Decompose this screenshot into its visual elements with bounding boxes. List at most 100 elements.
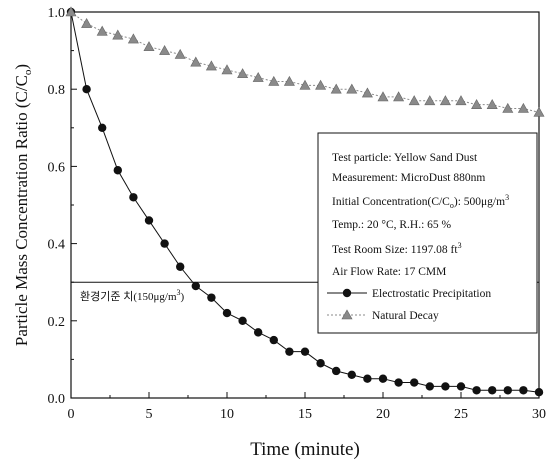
data-point-natural-decay [127, 33, 139, 44]
data-point-natural-decay [96, 25, 108, 36]
x-axis-title: Time (minute) [250, 439, 360, 460]
data-point-natural-decay [330, 83, 342, 94]
data-point-electrostatic [503, 386, 512, 395]
data-point-natural-decay [190, 56, 202, 67]
data-point-natural-decay [517, 102, 529, 113]
legend-marker-triangle-icon [341, 309, 353, 320]
data-point-electrostatic [98, 123, 107, 132]
data-point-natural-decay [174, 48, 186, 59]
x-tick-label: 5 [146, 407, 153, 422]
data-point-natural-decay [471, 99, 483, 109]
data-point-natural-decay [268, 75, 280, 86]
data-point-electrostatic [347, 370, 356, 380]
x-axis: 0 5 10 15 20 25 30 [68, 392, 546, 422]
data-point-electrostatic [410, 378, 419, 387]
data-point-electrostatic [82, 85, 91, 94]
info-initial-concentration: Initial Concentration(C/Co): 500μg/m3 [332, 193, 509, 210]
info-box-frame [317, 132, 538, 334]
data-point-natural-decay [424, 95, 436, 106]
x-tick-label: 25 [454, 407, 468, 422]
info-temperature: Temp.: 20 °C, R.H.: 65 % [332, 219, 452, 231]
data-point-electrostatic [285, 347, 294, 356]
data-point-natural-decay [205, 60, 217, 71]
data-point-electrostatic [534, 388, 544, 397]
data-point-natural-decay [112, 29, 124, 40]
data-point-electrostatic [488, 386, 497, 395]
data-point-natural-decay [533, 106, 545, 117]
data-point-electrostatic [394, 378, 403, 387]
data-point-natural-decay [81, 17, 93, 28]
x-tick-label: 30 [532, 407, 546, 422]
data-point-natural-decay [393, 91, 405, 102]
data-point-natural-decay [408, 95, 420, 106]
y-tick-label: 0.8 [48, 83, 66, 98]
data-point-natural-decay [237, 68, 249, 79]
legend-marker-circle-icon [342, 288, 352, 298]
legend-label-electrostatic: Electrostatic Precipitation [372, 288, 491, 300]
info-air-flow: Air Flow Rate: 17 CMM [332, 266, 446, 278]
data-point-electrostatic [332, 366, 341, 376]
data-point-natural-decay [486, 99, 498, 109]
data-point-electrostatic [269, 335, 278, 345]
y-axis-title-subscript: o [22, 69, 34, 75]
data-point-electrostatic [363, 374, 372, 383]
x-tick-label: 15 [298, 407, 312, 422]
y-tick-label: 0.2 [48, 315, 66, 330]
x-tick-label: 20 [376, 407, 390, 422]
info-test-particle: Test particle: Yellow Sand Dust [332, 152, 478, 164]
legend-label-natural: Natural Decay [372, 310, 439, 322]
data-point-natural-decay [315, 79, 327, 90]
data-point-natural-decay [143, 41, 155, 52]
data-point-electrostatic [254, 328, 263, 337]
series-layer [65, 6, 545, 397]
info-room-size: Test Room Size: 1197.08 ft3 [332, 241, 462, 256]
data-point-electrostatic [472, 386, 481, 395]
data-point-natural-decay [65, 6, 77, 17]
data-point-electrostatic [456, 382, 466, 391]
data-point-electrostatic [222, 308, 232, 318]
y-tick-label: 0.6 [48, 160, 66, 175]
data-point-electrostatic [144, 216, 154, 225]
data-point-electrostatic [316, 359, 325, 368]
data-point-electrostatic [113, 166, 123, 175]
y-tick-label: 0.4 [48, 238, 66, 253]
x-tick-label: 0 [68, 407, 75, 422]
data-point-electrostatic [207, 293, 216, 302]
data-point-natural-decay [439, 95, 451, 106]
data-point-electrostatic [300, 347, 310, 356]
data-point-natural-decay [346, 83, 358, 94]
reference-line-label: 환경기준 치(150μg/m3) [80, 288, 185, 303]
data-point-electrostatic [425, 382, 434, 391]
x-tick-label: 10 [220, 407, 234, 422]
info-box: Test particle: Yellow Sand Dust Measurem… [317, 132, 538, 334]
y-axis-title: Particle Mass Concentration Ratio (C/Co) [12, 64, 34, 346]
data-point-natural-decay [361, 87, 373, 98]
svg-text:Particle Mass Concentration Ra: Particle Mass Concentration Ratio (C/Co) [12, 64, 34, 346]
data-point-electrostatic [378, 374, 388, 383]
data-point-electrostatic [160, 239, 169, 248]
y-axis: 0.0 0.2 0.4 0.6 0.8 1.0 [48, 6, 77, 407]
data-point-electrostatic [176, 262, 185, 271]
y-tick-label: 0.0 [48, 392, 66, 407]
data-point-natural-decay [377, 91, 389, 102]
y-axis-title-main: Particle Mass Concentration Ratio (C/C [12, 75, 31, 346]
legend-item-natural: Natural Decay [327, 309, 439, 322]
data-point-natural-decay [502, 102, 514, 113]
legend-item-electrostatic: Electrostatic Precipitation [327, 288, 491, 300]
y-axis-title-close: ) [12, 64, 31, 70]
data-point-electrostatic [238, 316, 247, 325]
data-point-natural-decay [252, 72, 264, 82]
data-point-electrostatic [129, 193, 138, 202]
data-point-natural-decay [299, 79, 311, 90]
data-point-electrostatic [441, 382, 450, 391]
data-point-natural-decay [283, 75, 295, 86]
info-measurement: Measurement: MicroDust 880nm [332, 172, 485, 184]
data-point-natural-decay [455, 95, 467, 106]
y-tick-label: 1.0 [48, 6, 66, 21]
series-line-natural-decay [70, 11, 540, 113]
data-point-electrostatic [519, 386, 528, 395]
data-point-electrostatic [191, 281, 200, 291]
data-point-natural-decay [159, 44, 171, 55]
data-point-natural-decay [221, 64, 233, 75]
